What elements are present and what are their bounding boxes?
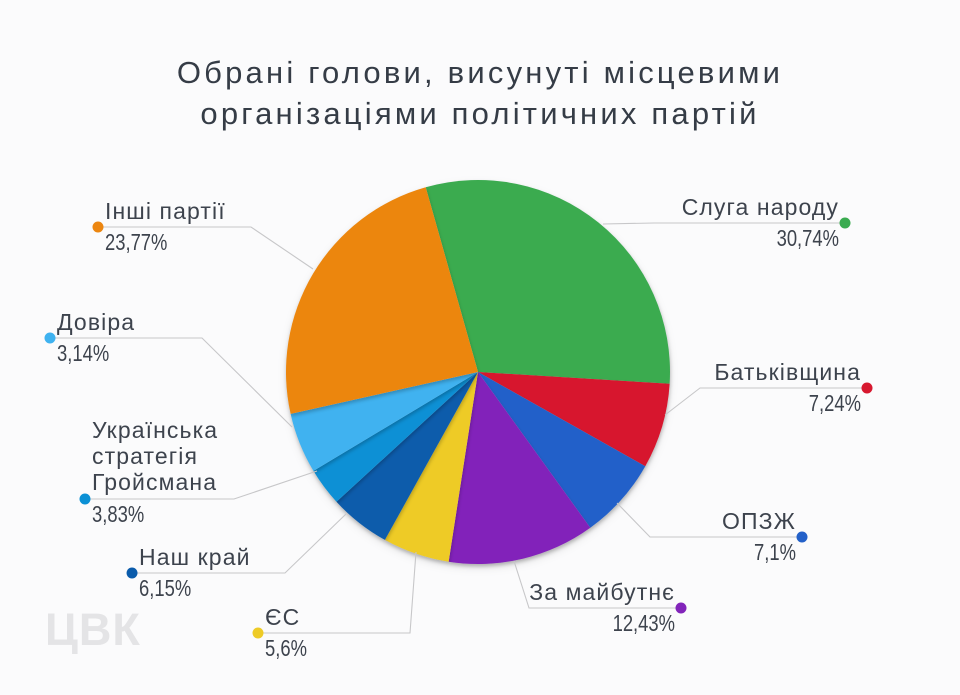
slice-label-text-nash-krai: Наш край	[139, 544, 251, 570]
slice-label-opzzh: ОПЗЖ 7,1%	[722, 508, 796, 565]
slice-label-nash-krai: Наш край 6,15%	[139, 544, 251, 601]
watermark-cvk: ЦВК	[45, 604, 141, 655]
leader-line-dovira	[50, 337, 293, 428]
pie-slice-opzzh	[478, 372, 646, 528]
chart-title-line-1: Обрані голови, висунуті місцевими	[176, 55, 784, 90]
slice-label-sluha-narodu: Слуга народу 30,74%	[682, 194, 839, 251]
label-dot-batkivshchyna	[861, 382, 873, 394]
slice-value-yes: 5,6%	[265, 635, 307, 661]
slice-value-za-maibutne: 12,43%	[613, 610, 675, 636]
slice-label-dovira: Довіра 3,14%	[57, 309, 135, 366]
slice-label-yes: ЄС 5,6%	[265, 604, 307, 661]
slice-labels: Слуга народу 30,74% Батьківщина 7,24% ОП…	[57, 194, 861, 661]
slice-label-inshi-partii: Інші партії 23,77%	[105, 198, 226, 255]
leader-line-batkivshchyna	[664, 387, 867, 416]
chart-title-line-2: організаціями політичних партій	[200, 96, 760, 131]
slice-label-text-ukrainska-stratehiia-line-1: Українська	[92, 417, 218, 443]
slice-label-text-batkivshchyna: Батьківщина	[714, 359, 861, 385]
slice-value-dovira: 3,14%	[57, 340, 109, 366]
pie-slice-za-maibutne	[448, 372, 591, 564]
slice-value-nash-krai: 6,15%	[139, 575, 191, 601]
pie-slice-ukrainska-stratehiia	[313, 372, 478, 502]
label-dot-za-maibutne	[675, 602, 687, 614]
label-dot-inshi-partii	[92, 221, 104, 233]
leader-line-ukrainska-stratehiia	[85, 470, 318, 500]
leader-line-opzzh	[616, 502, 802, 538]
label-leader-lines	[50, 222, 867, 634]
slice-value-batkivshchyna: 7,24%	[809, 390, 861, 416]
slice-label-text-ukrainska-stratehiia-line-2: стратегія	[92, 443, 198, 469]
pie-slice-batkivshchyna	[478, 372, 670, 467]
slice-value-inshi-partii: 23,77%	[105, 229, 167, 255]
pie-slice-dovira	[290, 372, 478, 471]
slice-label-text-dovira: Довіра	[57, 309, 135, 335]
leader-line-za-maibutne	[513, 560, 681, 609]
slice-value-sluha-narodu: 30,74%	[777, 225, 839, 251]
slice-label-text-ukrainska-stratehiia-line-3: Гройсмана	[92, 469, 217, 495]
pie-slice-sluha-narodu	[425, 179, 670, 384]
leader-line-sluha-narodu	[602, 222, 845, 225]
label-dots	[44, 217, 873, 639]
pie-slice-yes	[384, 372, 478, 562]
slice-label-ukrainska-stratehiia: Українська стратегія Гройсмана 3,83%	[92, 417, 218, 527]
slice-label-batkivshchyna: Батьківщина 7,24%	[714, 359, 861, 416]
pie-slice-inshi-partii	[285, 187, 478, 414]
label-dot-sluha-narodu	[839, 217, 851, 229]
label-dot-yes	[252, 627, 264, 639]
slice-value-ukrainska-stratehiia: 3,83%	[92, 501, 144, 527]
slice-label-text-sluha-narodu: Слуга народу	[682, 194, 839, 220]
label-dot-dovira	[44, 332, 56, 344]
label-dot-ukrainska-stratehiia	[79, 493, 91, 505]
leader-line-nash-krai	[132, 513, 347, 574]
pie-slices	[285, 179, 670, 564]
leader-line-yes	[258, 551, 417, 634]
leader-line-inshi-partii	[98, 226, 314, 270]
label-dot-nash-krai	[126, 567, 138, 579]
slice-label-text-za-maibutne: За майбутнє	[529, 579, 675, 605]
slice-label-text-yes: ЄС	[265, 604, 300, 630]
pie-slice-nash-krai	[336, 372, 478, 540]
label-dot-opzzh	[796, 531, 808, 543]
slice-value-opzzh: 7,1%	[754, 539, 796, 565]
slice-label-text-opzzh: ОПЗЖ	[722, 508, 796, 534]
slice-label-za-maibutne: За майбутнє 12,43%	[529, 579, 675, 636]
slice-label-text-inshi-partii: Інші партії	[105, 198, 226, 224]
